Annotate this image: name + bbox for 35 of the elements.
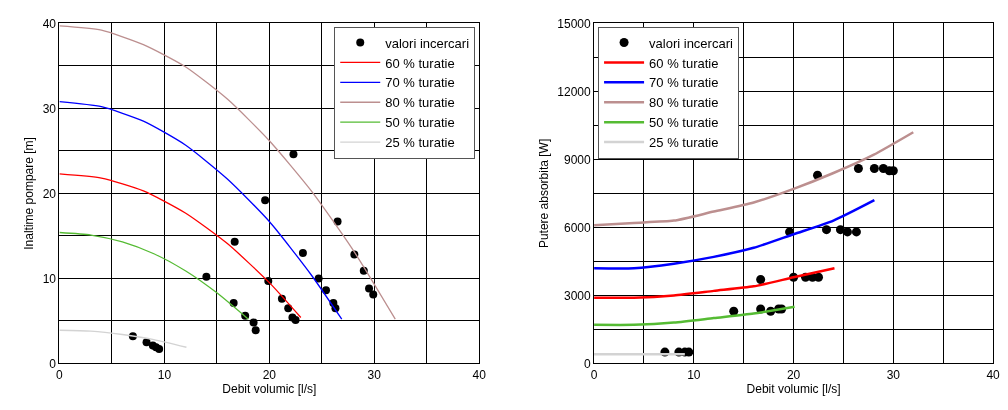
x-tick-label: 30 [367, 367, 382, 382]
y-tick-label: 9000 [563, 152, 591, 167]
legend-label: 60 % turatie [385, 55, 455, 71]
y-tick-label: 0 [49, 356, 57, 371]
y-tick-label: 15000 [557, 16, 591, 31]
y-tick-label: 12000 [557, 84, 591, 99]
y-tick-label: 10 [42, 271, 57, 286]
x-tick-label: 20 [262, 367, 277, 382]
x-axis-title: Debit volumic [l/s] [222, 381, 317, 396]
x-tick-label: 20 [786, 367, 801, 382]
x-tick-label: 40 [986, 367, 1001, 382]
legend-label: 80 % turatie [385, 95, 455, 111]
x-tick-label: 30 [886, 367, 901, 382]
x-tick-label: 40 [472, 367, 487, 382]
legend-label: 25 % turatie [649, 135, 719, 151]
legend-label: 80 % turatie [649, 95, 719, 111]
x-tick-label: 10 [687, 367, 701, 382]
legend-label: 60 % turatie [649, 55, 719, 71]
y-tick-label: 40 [42, 16, 57, 31]
x-tick-label: 10 [157, 367, 172, 382]
y-tick-label: 20 [42, 186, 57, 201]
legend-label: 25 % turatie [385, 135, 455, 151]
y-tick-label: 0 [583, 356, 591, 371]
x-axis-title: Debit volumic [l/s] [746, 381, 841, 396]
y-tick-label: 3000 [563, 288, 591, 303]
legend-label: 70 % turatie [649, 75, 719, 91]
legend-label: valori incercari [385, 35, 470, 51]
y-tick-label: 6000 [563, 220, 591, 235]
legend-label: 50 % turatie [385, 115, 455, 131]
legend-label: valori incercari [649, 35, 733, 51]
y-tick-label: 30 [42, 101, 57, 116]
y-axis-title: Putere absorbita [W] [536, 138, 551, 249]
legend-label: 50 % turatie [649, 115, 719, 131]
legend-label: 70 % turatie [385, 75, 455, 91]
y-axis-title: Inaltime pompare [m] [21, 137, 36, 250]
